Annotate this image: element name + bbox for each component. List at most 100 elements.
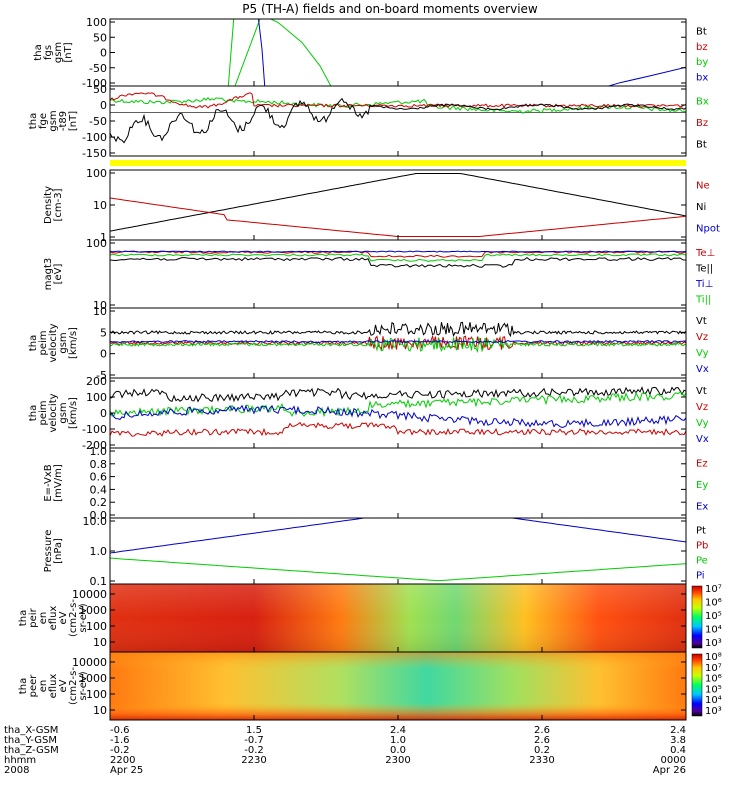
- y-tick-label: -150: [82, 147, 107, 160]
- x-axis-value: 1.0: [390, 735, 406, 746]
- x-axis-row-label: tha_X-GSM: [4, 725, 58, 736]
- y-tick-label: -100: [82, 423, 107, 436]
- legend-Vt: Vt: [696, 316, 707, 327]
- series-Pe: [110, 557, 686, 582]
- panel-vpim: 200 100 0 -100 -200 tha peim velocity gsm [km/s] V…: [28, 375, 709, 452]
- y-tick-label: 0.4: [90, 483, 108, 496]
- x-axis-value: 2.6: [534, 735, 550, 746]
- panel-frame: [109, 85, 687, 157]
- y-tick-label: 10: [93, 199, 107, 212]
- colorbar: [691, 653, 703, 717]
- y-tick-label: 100: [86, 391, 107, 404]
- y-tick-label: 100: [86, 688, 107, 701]
- y-tick-label: 50: [93, 31, 107, 44]
- panel-exb: 1.00.80.60.40.20.0 E=-VxB [mV/m] Ez Ey Ex: [43, 445, 708, 522]
- y-axis-label: Density: [43, 186, 54, 224]
- legend-Bz: Bz: [696, 118, 708, 129]
- y-axis-label: Pressure: [43, 530, 54, 573]
- x-axis-row-label: hhmm: [4, 755, 36, 766]
- y-tick-label: -50: [89, 115, 107, 128]
- panel-peer: 10000 1000 100 10 tha peer en eflux eV (cm2-s-sr-…: [18, 651, 722, 721]
- series-Tipar: [110, 253, 686, 262]
- x-axis-value: -0.2: [110, 745, 130, 756]
- y-axis-label: [eV]: [53, 264, 64, 285]
- x-axis-row-label: 2008: [4, 765, 29, 776]
- plot-area: [227, 19, 686, 86]
- colorbar-tick-label: 10⁶: [705, 598, 722, 609]
- y-axis-label: eflux: [48, 674, 59, 699]
- panel-frame: [109, 18, 687, 87]
- legend-Pb: Pb: [696, 541, 708, 552]
- y-axis-label: sr-eV): [78, 603, 89, 632]
- y-axis-label: magt3: [43, 258, 54, 291]
- y-axis-label: E=-VxB: [43, 464, 54, 501]
- y-tick-label: -50: [89, 62, 107, 75]
- panel-fge: 50 0 -50 -100 -150 tha fge gsm -t89 [nT] Bx Bz Bt: [28, 83, 709, 160]
- y-tick-label: 10: [93, 704, 107, 717]
- series-Vy: [110, 336, 686, 353]
- x-axis-value: 2230: [241, 755, 266, 766]
- x-axis-value: -0.7: [244, 735, 264, 746]
- colorbar-tick-label: 10⁸: [705, 652, 722, 663]
- y-tick-label: 1000: [79, 604, 107, 617]
- y-tick-label: 0: [100, 348, 107, 361]
- y-axis-label: [cm-3]: [53, 188, 64, 221]
- legend-Te||: Te||: [695, 263, 713, 274]
- legend-Ni: Ni: [696, 202, 706, 213]
- series-Bz: [110, 92, 686, 109]
- series-Vy: [110, 391, 686, 418]
- x-axis-value: 3.8: [670, 735, 686, 746]
- y-axis-label: tha: [28, 405, 39, 421]
- plot-area: [110, 518, 686, 582]
- series-bx: [257, 19, 266, 86]
- colorbar-tick-label: 10³: [705, 706, 722, 717]
- y-tick-label: 10: [93, 305, 107, 318]
- x-axis-value: 2330: [529, 755, 554, 766]
- x-axis-value: 0.0: [390, 745, 406, 756]
- x-axis-value: 2.4: [390, 725, 406, 736]
- y-tick-label: 100: [86, 16, 107, 29]
- panel-pressure: 10.0 1.0 0.1 Pressure [nPa] Pt Pb Pe Pi: [43, 515, 708, 588]
- legend-Vz: Vz: [696, 332, 708, 343]
- colorbar-tick-label: 10⁵: [705, 684, 722, 695]
- y-tick-label: 0: [100, 407, 107, 420]
- x-axis-value: 0000: [661, 755, 686, 766]
- y-tick-label: 10000: [72, 656, 107, 669]
- y-tick-label: -5: [96, 369, 107, 382]
- x-axis-value: 2.6: [534, 725, 550, 736]
- y-axis-label: [nT]: [63, 42, 74, 62]
- y-tick-label: 50: [93, 83, 107, 96]
- series-Vz: [110, 421, 686, 437]
- series-Ni: [110, 173, 686, 232]
- series-Vt: [110, 321, 686, 338]
- colorbar-tick-label: 10⁷: [705, 663, 722, 674]
- y-axis-label: [km/s]: [68, 327, 79, 359]
- quality-flag-bar: [110, 160, 686, 166]
- y-axis-label: tha: [28, 113, 39, 129]
- x-axis-value: 2.4: [670, 725, 686, 736]
- panel-temp: 100 10 magt3 [eV] Te⊥ Te|| Ti⊥ Ti||: [43, 237, 715, 312]
- legend-Vx: Vx: [696, 364, 709, 375]
- panel-frame: [109, 447, 687, 519]
- y-axis-label: [mV/m]: [53, 464, 64, 502]
- y-tick-label: 1.0: [90, 545, 108, 558]
- legend-Ti⊥: Ti⊥: [695, 279, 713, 290]
- x-axis-value: 0.4: [670, 745, 686, 756]
- y-axis-label: gsm: [58, 332, 69, 353]
- legend-Vy: Vy: [696, 418, 709, 429]
- y-axis-label: en: [38, 680, 49, 693]
- y-tick-label: 1000: [79, 672, 107, 685]
- panel-veem: 10 5 0 -5 tha peim velocity gsm [km/s] Vt Vz Vy Vx: [28, 305, 709, 382]
- legend-Te⊥: Te⊥: [695, 248, 715, 259]
- legend-Npot: Npot: [696, 223, 720, 234]
- y-axis-label: en: [38, 612, 49, 625]
- x-axis-value: -1.6: [110, 735, 130, 746]
- colorbar: [691, 585, 703, 649]
- y-axis-label: peir: [28, 607, 39, 627]
- panel-frame: [109, 239, 687, 309]
- legend-Bx: Bx: [696, 97, 709, 108]
- y-axis-label: gsm: [48, 110, 59, 131]
- y-axis-label: peim: [38, 400, 49, 425]
